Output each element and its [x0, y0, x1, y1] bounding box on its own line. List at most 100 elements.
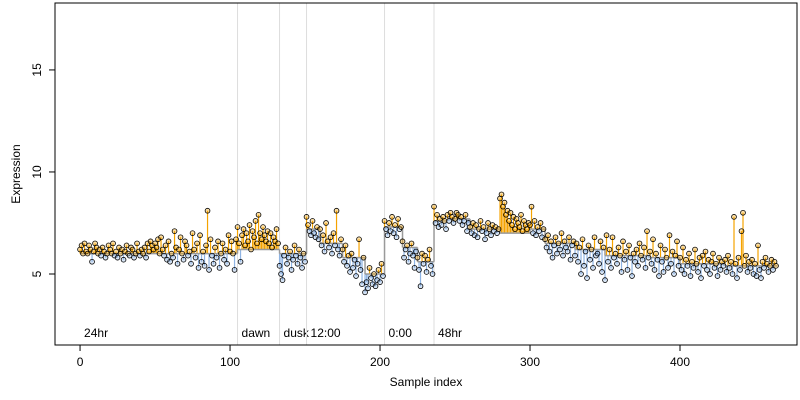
- data-point: [113, 248, 119, 255]
- data-point: [609, 234, 616, 241]
- data-point: [324, 238, 331, 245]
- data-point: [566, 234, 572, 241]
- data-point: [296, 246, 302, 253]
- data-point: [543, 244, 550, 251]
- data-point: [318, 242, 325, 249]
- data-point: [384, 232, 391, 239]
- data-point: [617, 252, 623, 259]
- data-point: [404, 242, 410, 249]
- x-tick-label: 200: [370, 355, 390, 369]
- event-label: 24hr: [84, 326, 108, 340]
- data-point: [215, 238, 221, 245]
- data-point: [413, 248, 419, 255]
- data-point: [650, 236, 656, 243]
- data-point: [524, 226, 530, 232]
- data-point: [186, 248, 193, 255]
- data-point: [332, 242, 338, 249]
- data-point: [201, 263, 208, 269]
- data-point: [755, 242, 761, 249]
- data-point: [392, 222, 398, 228]
- data-point: [584, 275, 590, 281]
- data-point: [183, 242, 190, 249]
- data-point: [165, 238, 172, 245]
- data-point: [246, 222, 253, 228]
- data-point: [342, 242, 349, 249]
- data-point: [758, 275, 764, 281]
- data-point: [630, 250, 637, 257]
- data-point: [174, 260, 181, 267]
- data-point: [275, 240, 281, 247]
- data-point: [290, 256, 296, 263]
- data-point: [161, 252, 167, 259]
- data-point: [624, 267, 631, 273]
- data-point: [252, 218, 259, 224]
- data-point: [420, 260, 427, 267]
- data-point: [761, 265, 767, 271]
- data-point: [188, 260, 194, 267]
- data-point: [713, 260, 719, 267]
- data-point: [191, 246, 197, 253]
- data-point: [552, 234, 559, 241]
- data-point: [431, 203, 437, 210]
- data-point: [536, 228, 542, 234]
- data-point: [668, 260, 674, 267]
- data-point: [612, 250, 619, 257]
- data-point: [134, 240, 140, 247]
- data-point: [737, 267, 743, 273]
- data-point: [398, 224, 404, 230]
- data-point: [234, 224, 241, 230]
- data-point: [578, 271, 584, 277]
- data-point: [749, 256, 755, 263]
- data-point: [365, 285, 371, 292]
- data-point: [213, 254, 220, 261]
- data-point: [260, 224, 266, 230]
- data-point: [480, 224, 487, 230]
- data-point: [81, 240, 88, 247]
- data-point: [710, 250, 716, 257]
- data-point: [120, 256, 127, 263]
- data-point: [248, 246, 254, 253]
- data-point: [291, 242, 298, 249]
- data-point: [501, 199, 508, 206]
- data-point: [231, 267, 238, 273]
- data-point: [209, 252, 215, 259]
- data-point: [452, 216, 458, 222]
- data-point: [615, 244, 622, 251]
- data-point: [549, 254, 556, 261]
- data-point: [297, 254, 304, 261]
- data-point: [423, 269, 430, 275]
- data-point: [669, 248, 676, 255]
- data-point: [483, 230, 490, 236]
- data-point: [560, 252, 566, 259]
- data-point: [464, 228, 470, 234]
- data-point: [294, 260, 301, 267]
- data-point: [218, 250, 224, 257]
- data-point: [567, 256, 574, 263]
- data-point: [228, 238, 235, 245]
- y-tick-label: 5: [30, 270, 44, 277]
- data-point: [572, 252, 578, 259]
- data-point: [375, 267, 382, 273]
- data-point: [641, 244, 647, 251]
- data-point: [545, 232, 551, 239]
- data-point: [269, 244, 275, 251]
- data-point: [654, 256, 661, 263]
- data-point: [744, 269, 751, 275]
- data-point: [383, 226, 389, 232]
- data-point: [548, 238, 554, 245]
- data-point: [305, 222, 311, 228]
- data-point: [321, 248, 328, 255]
- data-point: [660, 269, 667, 275]
- data-point: [558, 230, 565, 236]
- data-point: [608, 265, 614, 271]
- data-point: [590, 265, 596, 271]
- data-point: [417, 283, 424, 290]
- data-point: [675, 263, 682, 269]
- data-point: [288, 267, 295, 273]
- data-point: [698, 275, 704, 281]
- data-point: [425, 256, 431, 263]
- data-point: [386, 220, 392, 226]
- data-point: [564, 248, 571, 255]
- data-point: [339, 246, 346, 253]
- data-point: [380, 273, 386, 279]
